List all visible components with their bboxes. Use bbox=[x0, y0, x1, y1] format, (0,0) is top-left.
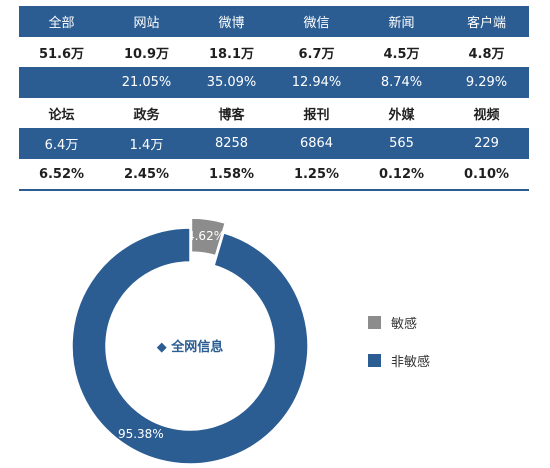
table-cell: 229 bbox=[444, 128, 529, 159]
table-cell: 微博 bbox=[189, 6, 274, 37]
slice-non-sensitive bbox=[71, 227, 309, 465]
legend-item-non-sensitive: 非敏感 bbox=[368, 351, 430, 370]
table-cell: 政务 bbox=[104, 97, 189, 128]
table-cell: 网站 bbox=[104, 6, 189, 37]
table-cell: 2.45% bbox=[104, 158, 189, 191]
table-cell: 报刊 bbox=[274, 97, 359, 128]
legend-label-sensitive: 敏感 bbox=[391, 317, 418, 332]
table-row: 21.05% 35.09% 12.94% 8.74% 9.29% bbox=[19, 67, 529, 98]
table-cell: 客户端 bbox=[444, 6, 529, 37]
table-row: 6.4万 1.4万 8258 6864 565 229 bbox=[19, 128, 529, 159]
table-cell: 10.9万 bbox=[104, 36, 189, 67]
table-cell: 1.4万 bbox=[104, 128, 189, 159]
table-row: 6.52% 2.45% 1.58% 1.25% 0.12% 0.10% bbox=[19, 158, 529, 191]
legend-swatch-non-sensitive bbox=[368, 354, 381, 367]
slice-label-non-sensitive: 95.38% bbox=[118, 427, 164, 441]
table-row: 51.6万 10.9万 18.1万 6.7万 4.5万 4.8万 bbox=[19, 36, 529, 67]
table-cell: 全部 bbox=[19, 6, 104, 37]
table-cell: 4.5万 bbox=[359, 36, 444, 67]
table-cell: 8258 bbox=[189, 128, 274, 159]
table-cell: 4.8万 bbox=[444, 36, 529, 67]
table-cell: 论坛 bbox=[19, 97, 104, 128]
table-cell: 博客 bbox=[189, 97, 274, 128]
donut-chart: 4.62% 95.38% ◆ 全网信息 bbox=[71, 217, 309, 465]
table-cell: 6864 bbox=[274, 128, 359, 159]
table-cell: 21.05% bbox=[104, 67, 189, 98]
table-row: 论坛 政务 博客 报刊 外媒 视频 bbox=[19, 97, 529, 128]
stats-table: 全部 网站 微博 微信 新闻 客户端 51.6万 10.9万 18.1万 6.7万 4.5万 4.8万… bbox=[19, 6, 529, 191]
table-cell: 6.4万 bbox=[19, 128, 104, 159]
table-cell: 51.6万 bbox=[19, 36, 104, 67]
table-cell: 6.52% bbox=[19, 158, 104, 191]
legend-swatch-sensitive bbox=[368, 316, 381, 329]
table-cell: 6.7万 bbox=[274, 36, 359, 67]
table-cell: 1.25% bbox=[274, 158, 359, 191]
legend-label-non-sensitive: 非敏感 bbox=[391, 355, 431, 370]
slice-sensitive bbox=[190, 217, 227, 257]
table-cell: 8.74% bbox=[359, 67, 444, 98]
table-cell: 1.58% bbox=[189, 158, 274, 191]
table-cell: 35.09% bbox=[189, 67, 274, 98]
table-cell: 微信 bbox=[274, 6, 359, 37]
table-cell: 565 bbox=[359, 128, 444, 159]
donut-center-label: ◆ 全网信息 bbox=[157, 339, 224, 355]
table-row: 全部 网站 微博 微信 新闻 客户端 bbox=[19, 6, 529, 37]
table-cell: 外媒 bbox=[359, 97, 444, 128]
slice-label-sensitive: 4.62% bbox=[187, 229, 225, 243]
table-cell: 0.12% bbox=[359, 158, 444, 191]
legend-item-sensitive: 敏感 bbox=[368, 313, 417, 332]
table-cell: 12.94% bbox=[274, 67, 359, 98]
table-cell: 9.29% bbox=[444, 67, 529, 98]
table-cell bbox=[19, 67, 104, 98]
table-cell: 视频 bbox=[444, 97, 529, 128]
table-cell: 18.1万 bbox=[189, 36, 274, 67]
table-cell: 0.10% bbox=[444, 158, 529, 191]
table-cell: 新闻 bbox=[359, 6, 444, 37]
